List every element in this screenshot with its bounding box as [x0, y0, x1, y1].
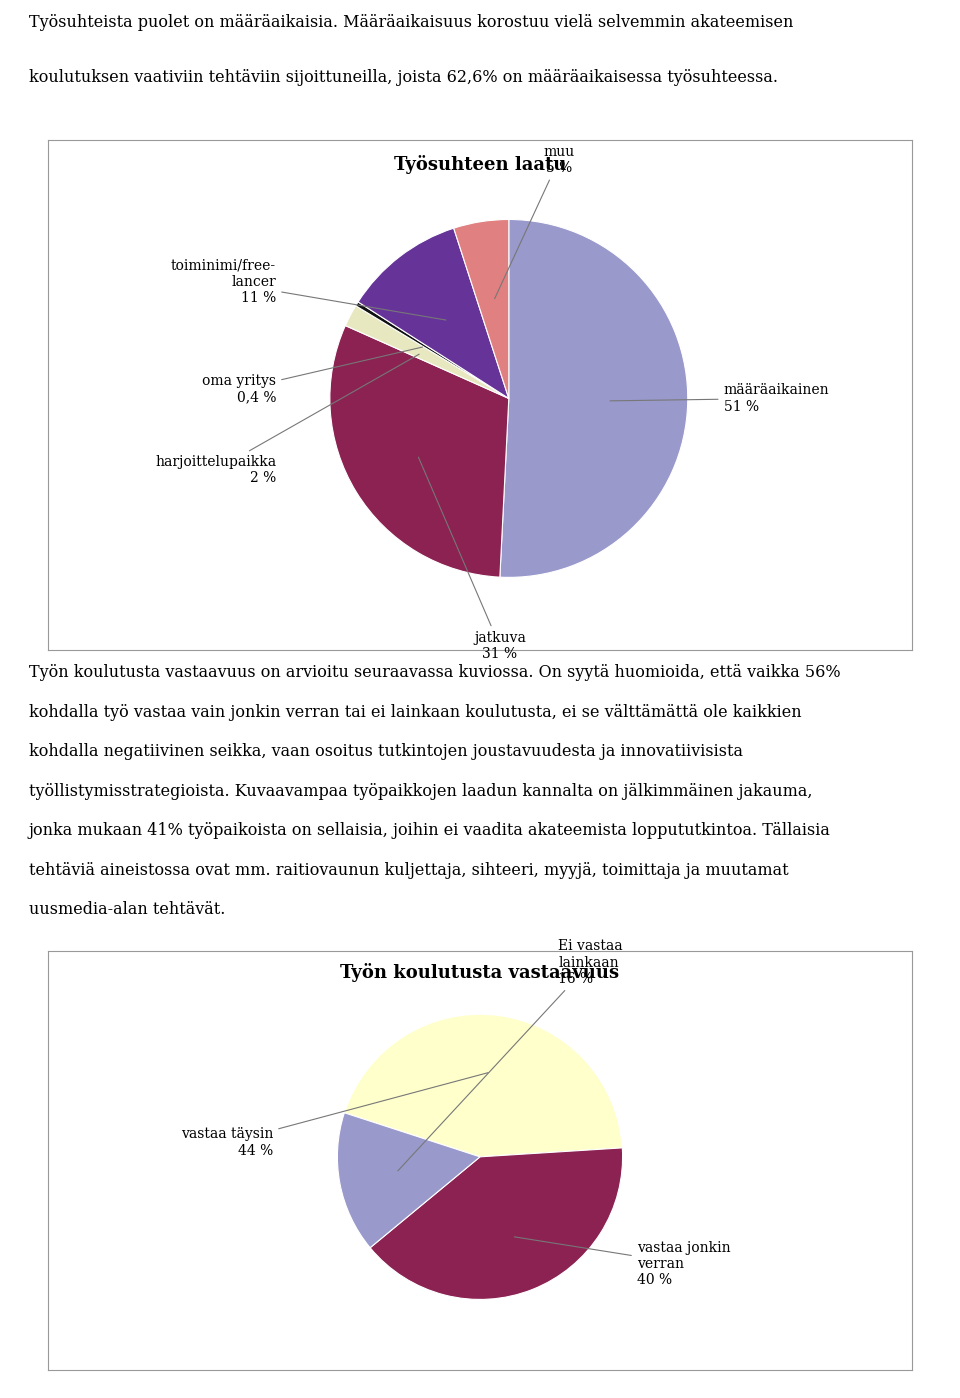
Text: jatkuva
31 %: jatkuva 31 % — [419, 457, 526, 661]
Wedge shape — [371, 1148, 623, 1299]
Text: harjoittelupaikka
2 %: harjoittelupaikka 2 % — [156, 354, 420, 485]
Text: Työsuhteista puolet on määräaikaisia. Määräaikaisuus korostuu vielä selvemmin ak: Työsuhteista puolet on määräaikaisia. Mä… — [29, 14, 793, 31]
Wedge shape — [345, 1015, 622, 1158]
Text: määräaikainen
51 %: määräaikainen 51 % — [610, 383, 829, 414]
Wedge shape — [358, 228, 509, 398]
Text: tehtäviä aineistossa ovat mm. raitiovaunun kuljettaja, sihteeri, myyjä, toimitta: tehtäviä aineistossa ovat mm. raitiovaun… — [29, 861, 788, 879]
Text: Työsuhteen laatu: Työsuhteen laatu — [394, 155, 566, 175]
Wedge shape — [337, 1113, 480, 1248]
Wedge shape — [500, 219, 687, 577]
Text: työllistymisstrategioista. Kuvaavampaa työpaikkojen laadun kannalta on jälkimmäi: työllistymisstrategioista. Kuvaavampaa t… — [29, 783, 812, 800]
Text: vastaa täysin
44 %: vastaa täysin 44 % — [180, 1072, 488, 1158]
Wedge shape — [346, 306, 509, 398]
Text: muu
5 %: muu 5 % — [494, 144, 574, 299]
Wedge shape — [454, 219, 509, 398]
Text: vastaa jonkin
verran
40 %: vastaa jonkin verran 40 % — [515, 1237, 731, 1288]
Wedge shape — [356, 302, 509, 398]
Wedge shape — [330, 326, 509, 577]
Text: kohdalla negatiivinen seikka, vaan osoitus tutkintojen joustavuudesta ja innovat: kohdalla negatiivinen seikka, vaan osoit… — [29, 744, 743, 761]
Text: Ei vastaa
lainkaan
16 %: Ei vastaa lainkaan 16 % — [397, 939, 623, 1172]
Text: oma yritys
0,4 %: oma yritys 0,4 % — [203, 347, 422, 404]
Text: kohdalla työ vastaa vain jonkin verran tai ei lainkaan koulutusta, ei se välttäm: kohdalla työ vastaa vain jonkin verran t… — [29, 703, 802, 720]
Text: jonka mukaan 41% työpaikoista on sellaisia, joihin ei vaadita akateemista lopput: jonka mukaan 41% työpaikoista on sellais… — [29, 822, 830, 839]
Text: Työn koulutusta vastaavuus: Työn koulutusta vastaavuus — [341, 963, 619, 983]
Text: toiminimi/free-
lancer
11 %: toiminimi/free- lancer 11 % — [171, 259, 446, 320]
Text: Työn koulutusta vastaavuus on arvioitu seuraavassa kuviossa. On syytä huomioida,: Työn koulutusta vastaavuus on arvioitu s… — [29, 664, 840, 681]
Text: koulutuksen vaativiin tehtäviin sijoittuneilla, joista 62,6% on määräaikaisessa : koulutuksen vaativiin tehtäviin sijoittu… — [29, 69, 778, 85]
Text: uusmedia-alan tehtävät.: uusmedia-alan tehtävät. — [29, 902, 226, 918]
